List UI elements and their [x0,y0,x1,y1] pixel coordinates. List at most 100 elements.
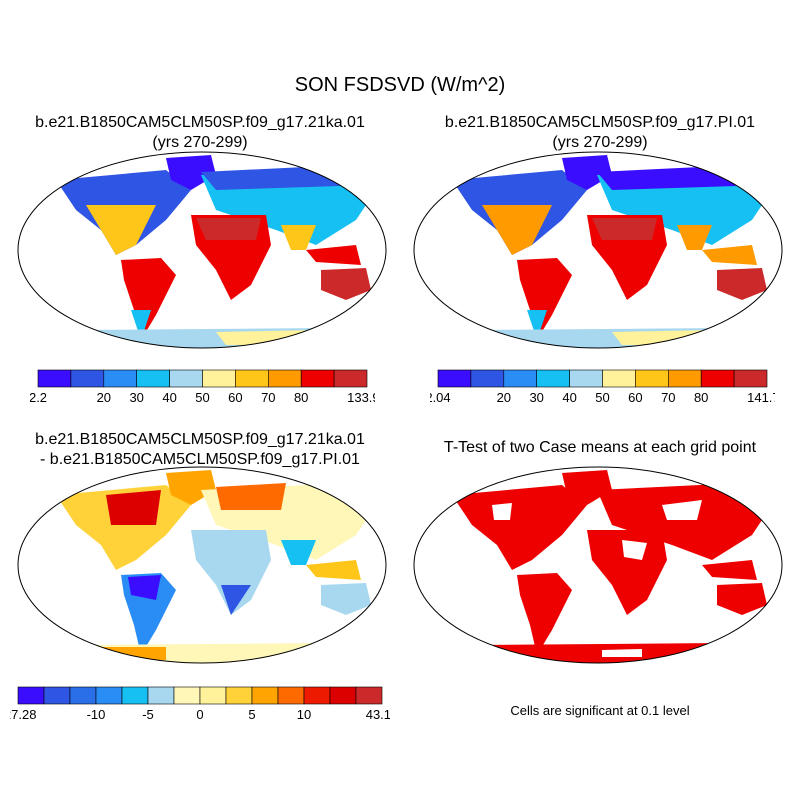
colorbar-swatch [268,369,302,388]
land-australia [321,268,371,300]
significance-note: Cells are significant at 0.1 level [510,703,690,718]
colorbar-swatch [43,686,71,705]
colorbar-swatch [635,369,669,388]
colorbar-swatch [700,369,735,388]
colorbar-tick-label: 50 [595,390,609,405]
colorbar-tick-label: -5 [142,707,154,722]
colorbar-swatch [470,369,505,388]
colorbar-tick-label: 10 [297,707,311,722]
colorbar-tick-label: 43.19 [366,707,390,722]
land-greenland [562,155,612,190]
map-case2 [413,151,783,349]
land-north-america-south [482,205,552,255]
colorbar-swatch [235,369,269,388]
land-india-asia [281,540,316,565]
colorbar-swatch [147,686,175,705]
land-greenland [166,155,216,190]
colorbar-tick-label: 20 [497,390,511,405]
land-eurasia [597,483,772,560]
land-india-asia [677,225,712,250]
figure-title: SON FSDSVD (W/m^2) [294,74,506,96]
colorbar-tick-label: 40 [562,390,576,405]
land-south-america-south [527,310,547,340]
colorbar-swatch [668,369,702,388]
colorbar-tick-label: 70 [261,390,275,405]
land-greenland [562,470,612,505]
nonsignificant-patch [492,503,512,520]
land-eurasia-north [597,165,767,190]
colorbar-tick-label: 2.04 [430,390,451,405]
land-north-america-east [106,490,161,525]
colorbar-tick-label: -10 [87,707,106,722]
colorbar-swatch [355,686,383,705]
colorbar-swatch [333,369,368,388]
land-india-asia [281,225,316,250]
colorbar-swatch [277,686,305,705]
colorbar-tick-label: 2.2 [30,390,47,405]
panel-case1-title-line1: b.e21.B1850CAM5CLM50SP.f09_g17.21ka.01 [35,114,365,131]
map-outline [17,466,387,664]
land-australia [717,268,767,300]
colorbar-swatch [300,369,335,388]
land-africa [191,530,271,615]
colorbar-tick-label: 30 [129,390,143,405]
panel-difference-title-line1: b.e21.B1850CAM5CLM50SP.f09_g17.21ka.01 [35,431,365,448]
panel-case1-title: b.e21.B1850CAM5CLM50SP.f09_g17.21ka.01 (… [0,113,400,153]
colorbar-case2: 2.04 20 30 40 50 60 70 80 141.73 [430,369,775,405]
land-amazon [128,575,161,600]
colorbar-swatch [199,686,227,705]
land-sahara [592,218,657,240]
land-north-america [452,485,587,570]
panel-ttest-title: T-Test of two Case means at each grid po… [400,438,800,458]
land-south-america [517,258,572,340]
land-south-america-south [131,310,151,340]
map-outline [413,466,783,664]
colorbar-swatch [251,686,279,705]
colorbar-swatch [569,369,603,388]
land-antarctica-west [86,647,166,660]
colorbar-swatch [437,369,472,388]
colorbar-tick-label: 141.73 [747,390,775,405]
panel-ttest-title-line1: T-Test of two Case means at each grid po… [443,439,757,456]
map-ttest [413,466,783,664]
land-africa [587,530,667,615]
land-south-america [121,258,176,340]
colorbar-swatch [169,369,203,388]
land-antarctica-east [612,330,722,345]
land-australia [717,583,767,615]
colorbar-swatch [37,369,72,388]
land-australia [321,583,371,615]
land-maritime [306,245,361,265]
colorbar-tick-label: 80 [694,390,708,405]
land-maritime [306,560,361,580]
land-antarctica-east [216,330,326,345]
colorbar-difference: -27.28 -10 -5 0 5 10 43.19 [10,686,390,722]
colorbar-tick-label: 70 [661,390,675,405]
panel-case2-title-line1: b.e21.B1850CAM5CLM50SP.f09_g17.PI.01 [444,114,756,131]
colorbar-tick-label: 80 [294,390,308,405]
land-greenland [166,470,216,505]
colorbar-swatch [95,686,123,705]
panel-case2-title: b.e21.B1850CAM5CLM50SP.f09_g17.PI.01 (yr… [400,113,800,153]
colorbar-swatch [329,686,357,705]
colorbar-swatch [602,369,636,388]
land-north-america-south [86,205,156,255]
map-difference [17,466,387,664]
colorbar-swatch [103,369,138,388]
colorbar-tick-label: 60 [628,390,642,405]
colorbar-case1: 2.2 20 30 40 50 60 70 80 133.94 [30,369,375,405]
colorbar-swatch [70,369,105,388]
land-south-america [517,573,572,655]
map-case1 [17,151,387,349]
colorbar-tick-label: 0 [196,707,203,722]
map-outline [17,151,387,349]
colorbar-swatch [121,686,149,705]
colorbar-swatch [173,686,201,705]
land-eurasia-north [201,165,371,190]
nonsignificant-patch [602,649,642,657]
nonsignificant-patch [622,540,647,560]
land-africa-south [221,585,251,615]
colorbar-swatch [503,369,538,388]
colorbar-tick-label: -27.28 [10,707,36,722]
map-outline [413,151,783,349]
